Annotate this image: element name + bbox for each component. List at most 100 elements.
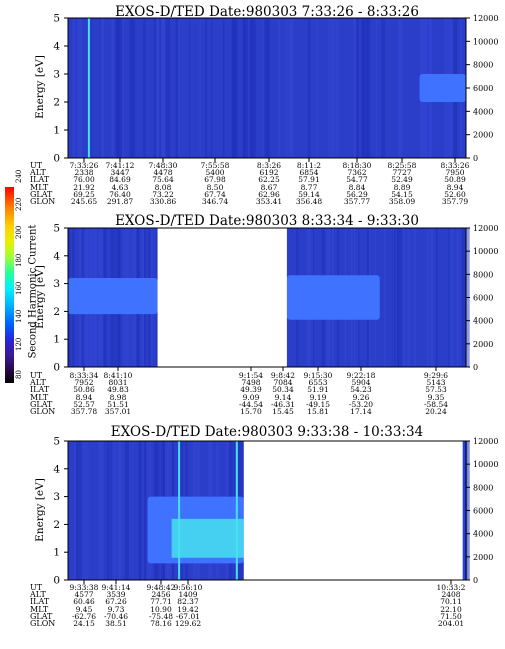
energy-tick-label: 0 (53, 575, 60, 587)
spectrogram-stripe (86, 441, 89, 580)
spectrogram-stripe (356, 18, 359, 158)
spectrogram-stripe (102, 18, 104, 158)
spectrogram-plot: 0 1 2 3 4 5 0 2000 4000 6000 8000 10000 12000 (53, 13, 498, 165)
orbit-row-label: MLT (30, 604, 49, 614)
spectrogram-stripe (392, 228, 394, 367)
spectrogram-stripe (159, 18, 162, 158)
temperature-tick-label: 4000 (473, 107, 493, 116)
orbit-cell: 59.14 (298, 189, 320, 199)
energy-tick-label: 2 (53, 97, 60, 109)
panel-title: EXOS-D/TED Date:980303 7:33:26 - 8:33:26 (115, 4, 419, 20)
spectrogram-stripe (291, 18, 294, 158)
orbit-cell: -75.48 (148, 611, 173, 621)
orbit-cell: 7498 (241, 378, 261, 388)
spectrogram-stripe (398, 18, 400, 158)
temperature-tick-label: 8000 (473, 270, 493, 279)
temperature-tick-label: 6000 (473, 294, 493, 303)
orbit-cell: 51.91 (307, 385, 329, 395)
orbit-row-label: ILAT (30, 385, 50, 395)
spectrogram-stripe (100, 18, 103, 158)
temperature-tick-label: 6000 (473, 507, 493, 516)
orbit-cell: 204.01 (437, 619, 465, 628)
orbit-cell: 9:41:14 (101, 583, 131, 592)
spectrogram-stripe (362, 18, 365, 158)
orbit-cell: 9:1:54 (238, 371, 264, 380)
temperature-tick-label: 4000 (473, 317, 493, 326)
orbit-row-label: ILAT (30, 175, 50, 185)
orbit-cell: -62.76 (71, 611, 96, 621)
energy-tick-label: 1 (53, 125, 60, 137)
orbit-cell: 8.94 (446, 182, 464, 192)
spectrogram-stripe (115, 18, 120, 158)
orbit-cell: 54.23 (350, 385, 372, 395)
orbit-cell: 51.51 (107, 399, 129, 409)
energy-tick-label: 4 (53, 41, 60, 53)
energy-axis-label: Energy [eV] (34, 55, 46, 119)
panel-title: EXOS-D/TED Date:980303 8:33:34 - 9:33:30 (115, 213, 419, 229)
orbit-cell: 9:56:10 (173, 583, 203, 592)
orbit-cell: 52.49 (391, 175, 413, 185)
orbit-cell: 49.39 (240, 385, 262, 395)
spectrogram-stripe (263, 18, 266, 158)
energy-tick-label: 2 (53, 306, 60, 318)
orbit-cell: -70.46 (103, 611, 128, 621)
orbit-cell: 3539 (106, 590, 126, 600)
spectrogram-stripe (189, 18, 191, 158)
orbit-row-label: MLT (30, 182, 49, 192)
spectrogram-stripe (77, 18, 80, 158)
orbit-cell: 9.26 (352, 392, 370, 402)
orbit-cell: 7084 (273, 378, 293, 388)
spectrogram-stripe (118, 441, 121, 580)
orbit-cell: 8.77 (300, 182, 318, 192)
cyan-spike (87, 18, 90, 158)
spectrogram-stripe (222, 18, 225, 158)
orbit-cell: 357.78 (70, 407, 98, 416)
orbit-row-label: GLON (30, 407, 56, 416)
spectrogram-stripe (403, 228, 406, 367)
spectrogram-stripe (366, 18, 371, 158)
spectrogram-stripe (107, 441, 110, 580)
orbit-cell: 6553 (308, 378, 328, 388)
orbit-cell: 76.40 (109, 189, 131, 199)
orbit-cell: 245.65 (70, 197, 98, 206)
orbit-cell: 52.57 (73, 399, 95, 409)
orbit-cell: 57.91 (298, 175, 320, 185)
cyan-spike (235, 441, 238, 580)
orbit-cell: 77.71 (150, 597, 172, 607)
orbit-cell: 20.24 (425, 407, 447, 416)
spectrogram-stripe (205, 18, 208, 158)
colorbar-tick-label: 220 (15, 197, 23, 211)
orbit-cell: 84.69 (109, 175, 131, 185)
orbit-cell: 8.67 (260, 182, 278, 192)
temperature-tick-label: 2000 (473, 131, 493, 140)
data-gap (157, 227, 287, 368)
orbit-cell: 357.77 (343, 197, 371, 206)
orbit-cell: 9.14 (274, 392, 292, 402)
spectrogram-stripe (122, 18, 124, 158)
orbit-cell: 2408 (441, 590, 461, 600)
orbit-cell: 9.09 (242, 392, 260, 402)
orbit-cell: 9.45 (75, 604, 93, 614)
orbit-row-label: GLAT (30, 399, 53, 409)
temperature-tick-label: 12000 (473, 14, 498, 23)
spectrogram-plot: 0 1 2 3 4 5 0 2000 4000 6000 8000 10000 12000 (53, 436, 498, 587)
temperature-tick-label: 10000 (473, 37, 498, 46)
temperature-tick-label: 0 (473, 363, 478, 372)
energy-tick-label: 5 (53, 436, 60, 448)
orbit-cell: 10.90 (150, 604, 172, 614)
orbit-cell: 19.42 (177, 604, 199, 614)
orbit-row-label: UT (30, 161, 43, 170)
orbit-cell: 24.15 (73, 619, 95, 628)
energy-tick-label: 3 (53, 278, 60, 290)
orbit-cell: 4.63 (111, 182, 129, 192)
spectrogram-stripe (156, 18, 160, 158)
orbit-cell: 8:41:10 (103, 371, 133, 380)
orbit-cell: 15.70 (240, 407, 262, 416)
orbit-row-label: GLAT (30, 189, 53, 199)
orbit-cell: 76.00 (73, 175, 95, 185)
orbit-cell: 9:15:30 (303, 371, 333, 380)
orbit-cell: 75.64 (152, 175, 174, 185)
spectrogram-stripe (110, 441, 112, 580)
spectrogram-stripe (335, 18, 338, 158)
spectrogram-stripe (243, 18, 245, 158)
